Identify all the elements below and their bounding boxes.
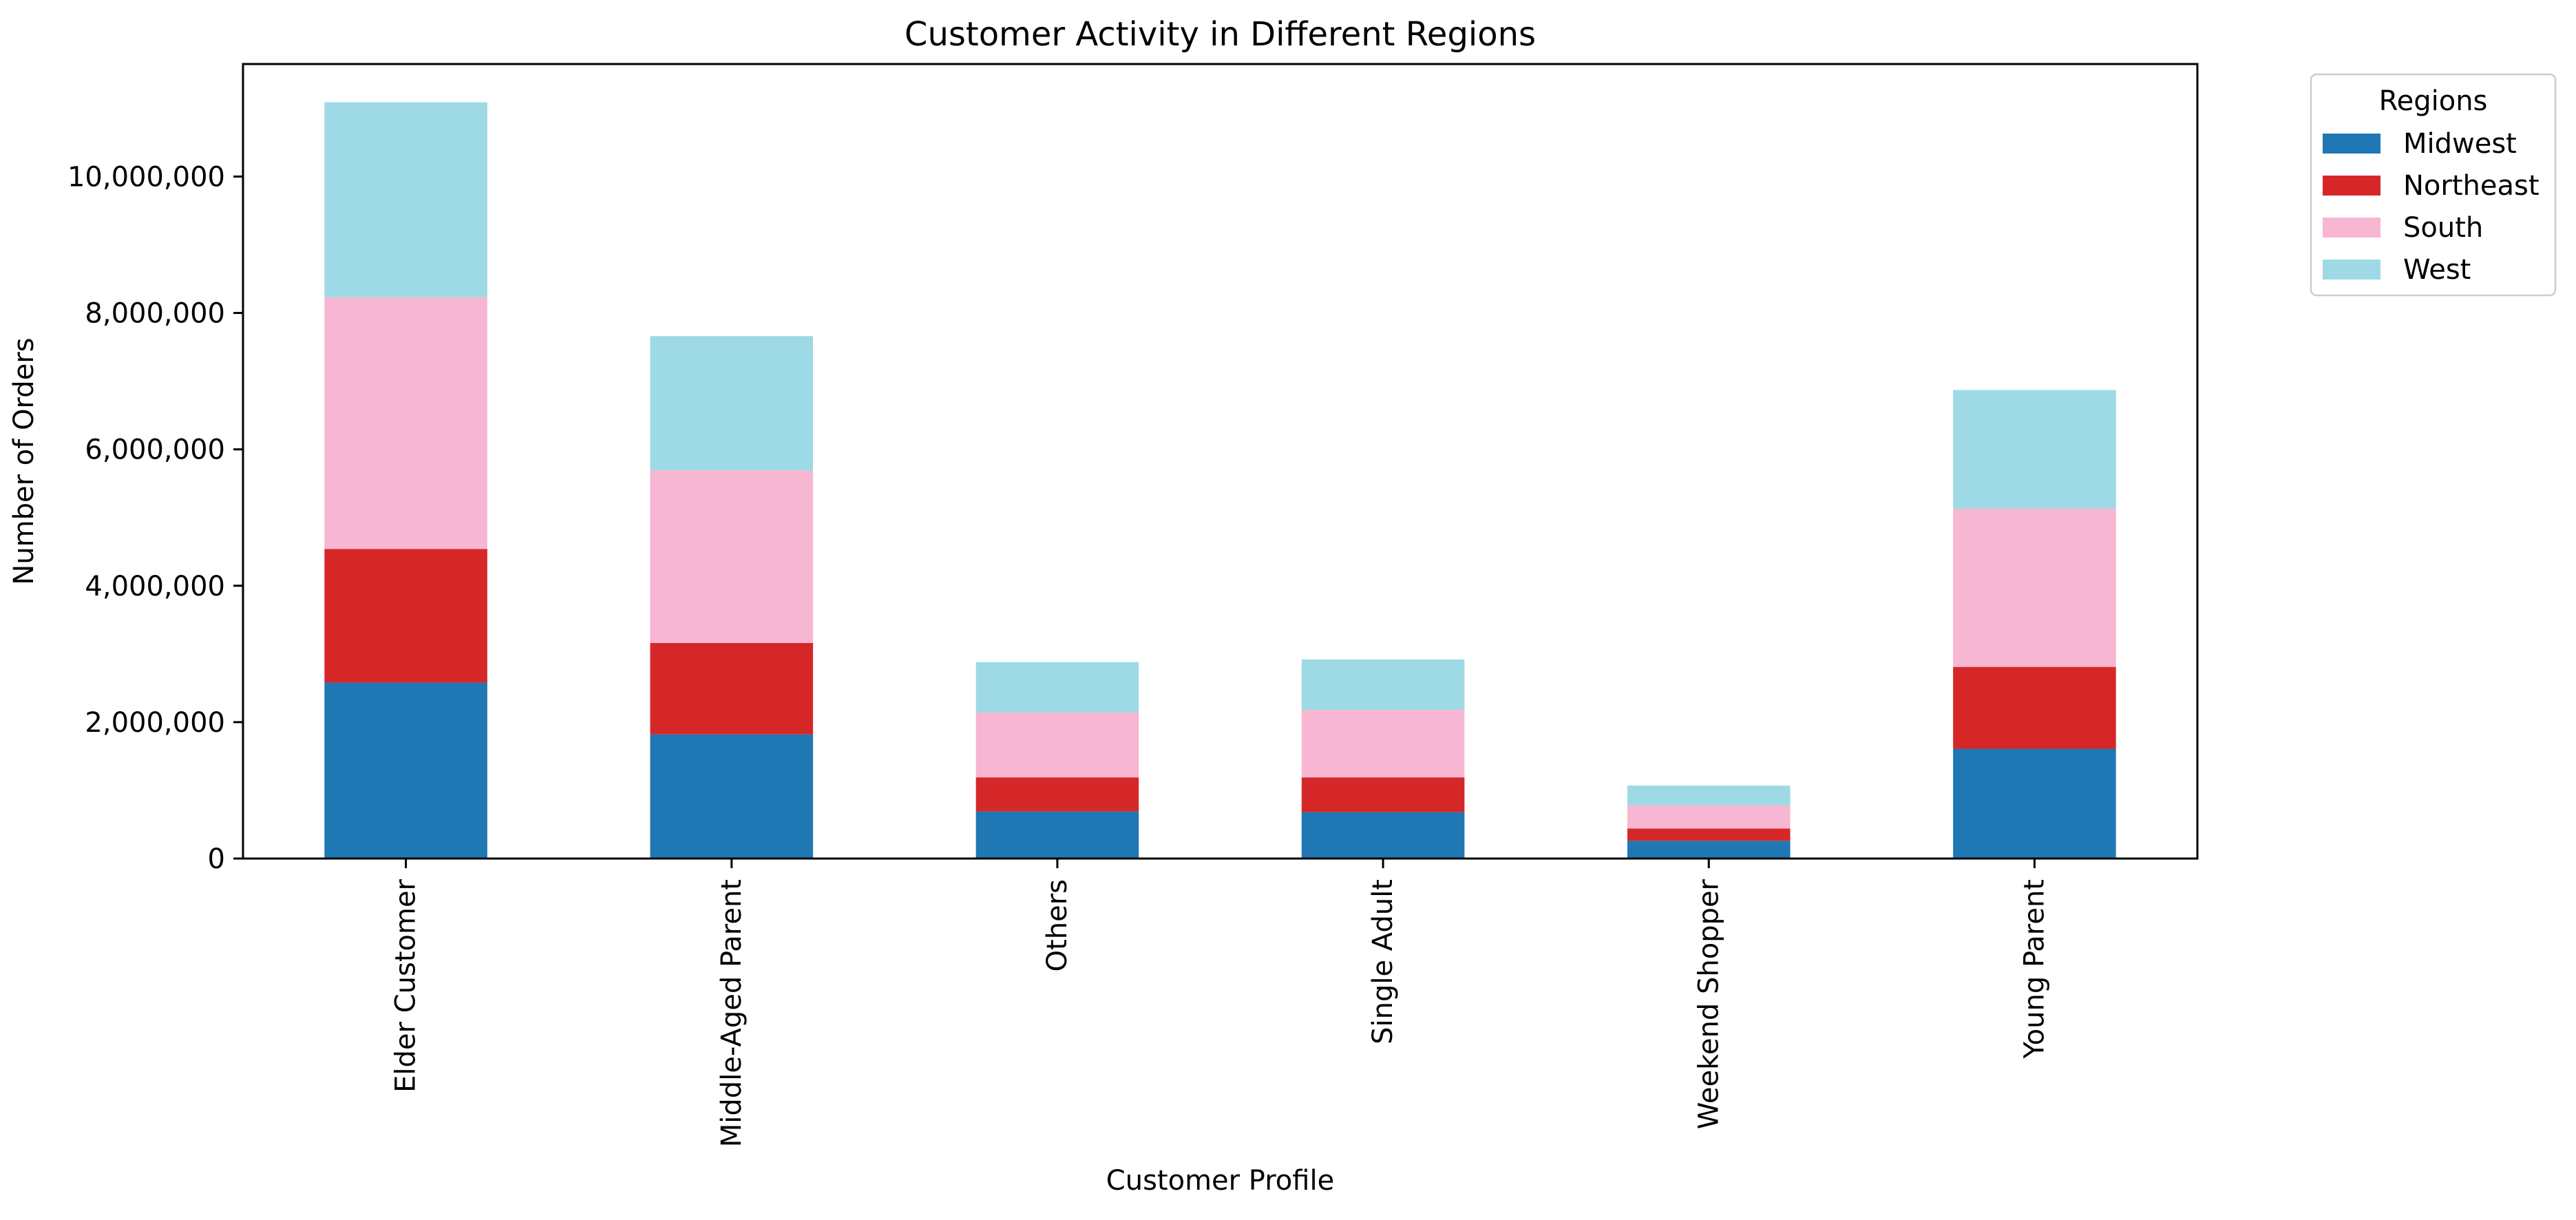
bar-single-adult-northeast [1301, 777, 1465, 812]
bar-others-midwest [975, 811, 1139, 859]
legend-swatch-south [2323, 218, 2380, 238]
legend-swatch-midwest [2323, 134, 2380, 154]
bar-others-west [975, 662, 1139, 713]
bar-young-parent-midwest [1953, 748, 2116, 859]
x-tick-label-others: Others [1042, 879, 1073, 971]
bars-layer [324, 102, 2116, 859]
bar-elder-customer-south [324, 297, 487, 549]
bar-middle-aged-parent-midwest [650, 734, 814, 859]
bar-single-adult-west [1301, 659, 1465, 711]
bar-elder-customer-northeast [324, 549, 487, 683]
bar-single-adult-south [1301, 710, 1465, 778]
bar-weekend-shopper-west [1627, 786, 1791, 806]
bar-middle-aged-parent-northeast [650, 642, 814, 735]
legend-label-midwest: Midwest [2403, 128, 2517, 160]
y-tick-label: 2,000,000 [85, 707, 225, 739]
legend-label-northeast: Northeast [2403, 170, 2540, 202]
legend-swatch-northeast [2323, 176, 2380, 196]
legend-swatch-west [2323, 260, 2380, 280]
bar-others-south [975, 713, 1139, 778]
legend-title: Regions [2379, 85, 2488, 117]
bar-middle-aged-parent-south [650, 470, 814, 643]
bar-weekend-shopper-northeast [1627, 828, 1791, 841]
x-tick-label-middle-aged-parent: Middle-Aged Parent [716, 879, 748, 1147]
bar-young-parent-south [1953, 508, 2116, 667]
bar-young-parent-northeast [1953, 666, 2116, 749]
bar-weekend-shopper-midwest [1627, 841, 1791, 859]
y-tick-label: 6,000,000 [85, 434, 225, 466]
x-axis: Elder Customer Middle-Aged Parent Others Si… [390, 859, 2050, 1147]
legend-label-south: South [2403, 212, 2483, 244]
plot-frame [242, 63, 2199, 860]
y-tick-label: 0 [208, 843, 225, 875]
bar-elder-customer-west [324, 102, 487, 297]
bar-middle-aged-parent-west [650, 336, 814, 471]
bar-young-parent-west [1953, 390, 2116, 509]
chart-title: Customer Activity in Different Regions [905, 15, 1536, 54]
legend-box [2310, 73, 2557, 297]
y-tick-label: 4,000,000 [85, 571, 225, 602]
x-tick-label-young-parent: Young Parent [2018, 879, 2050, 1059]
x-tick-label-single-adult: Single Adult [1367, 879, 1399, 1044]
y-tick-label: 10,000,000 [67, 161, 225, 193]
legend-label-west: West [2403, 254, 2471, 286]
y-axis: 0 2,000,000 4,000,000 6,000,000 8,000,000 10,… [67, 161, 243, 875]
x-tick-label-weekend-shopper: Weekend Shopper [1693, 879, 1724, 1129]
bar-elder-customer-midwest [324, 682, 487, 859]
x-axis-label: Customer Profile [1106, 1165, 1334, 1197]
legend: Regions Midwest Northeast South West [2310, 73, 2557, 297]
y-axis-label: Number of Orders [8, 337, 40, 585]
legend-items: Midwest Northeast South West [2323, 128, 2540, 286]
bar-single-adult-midwest [1301, 812, 1465, 859]
x-tick-label-elder-customer: Elder Customer [390, 879, 422, 1092]
bar-others-northeast [975, 777, 1139, 812]
y-tick-label: 8,000,000 [85, 298, 225, 330]
bar-weekend-shopper-south [1627, 805, 1791, 829]
